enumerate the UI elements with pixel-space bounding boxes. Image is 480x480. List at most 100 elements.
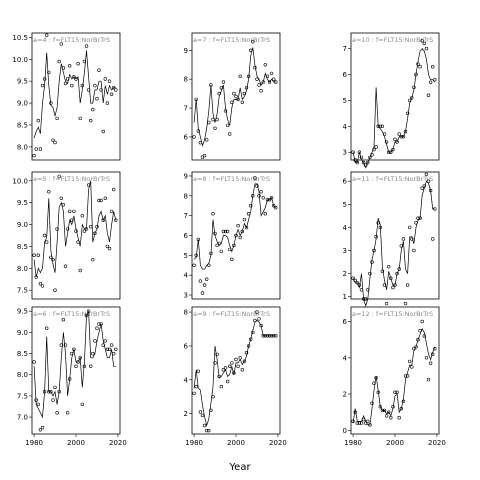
- panel-strip-label: a=7 : f=FLT15:NorBrTrS: [193, 36, 270, 44]
- data-point: [251, 39, 255, 44]
- data-point: [93, 339, 97, 343]
- y-tick-label: 6: [184, 232, 189, 240]
- data-point: [36, 402, 40, 407]
- data-point: [424, 46, 429, 51]
- y-tick-label: 10.0: [12, 56, 28, 64]
- data-point: [357, 283, 362, 287]
- data-point: [263, 212, 267, 216]
- y-tick-label: 5: [343, 97, 347, 105]
- data-point: [225, 379, 230, 384]
- data-point: [215, 243, 219, 248]
- data-point: [370, 260, 374, 264]
- data-point: [230, 100, 234, 105]
- data-point: [65, 227, 70, 231]
- data-point: [196, 369, 201, 373]
- data-point: [414, 72, 418, 77]
- data-point: [399, 406, 403, 411]
- data-point: [223, 366, 228, 370]
- data-point: [47, 390, 51, 394]
- data-point: [107, 246, 112, 251]
- data-point: [357, 421, 362, 425]
- data-point: [213, 361, 217, 365]
- data-point: [269, 334, 274, 338]
- data-point: [393, 283, 397, 287]
- data-point: [240, 368, 245, 372]
- data-point: [34, 398, 38, 402]
- data-point: [255, 184, 259, 188]
- data-point: [59, 196, 63, 201]
- data-point: [405, 374, 410, 378]
- data-point: [259, 88, 263, 93]
- data-point: [72, 209, 76, 214]
- data-point: [249, 337, 253, 341]
- panel-strip-label: a=10 : f=FLT15:NorBrTrS: [352, 36, 433, 44]
- y-tick-label: 6: [184, 133, 189, 141]
- data-point: [232, 91, 236, 96]
- data-point: [213, 126, 217, 131]
- y-tick-label: 6: [184, 342, 189, 350]
- data-point: [223, 229, 228, 234]
- data-point: [74, 229, 78, 233]
- data-point: [42, 390, 47, 394]
- data-point: [215, 117, 219, 122]
- data-point: [32, 360, 36, 364]
- data-point: [76, 360, 80, 364]
- data-point: [364, 421, 368, 425]
- data-point: [397, 267, 401, 271]
- data-point: [368, 271, 372, 276]
- data-point: [223, 109, 228, 113]
- data-point: [97, 68, 101, 72]
- data-point: [109, 92, 114, 97]
- y-tick-label: 3: [184, 292, 188, 300]
- data-point: [397, 132, 401, 136]
- data-point: [228, 247, 232, 252]
- data-point: [251, 194, 255, 198]
- data-point: [263, 334, 267, 338]
- data-point: [42, 77, 47, 81]
- data-point: [91, 107, 95, 112]
- data-point: [88, 225, 93, 229]
- data-point: [57, 390, 61, 394]
- data-point: [111, 351, 116, 356]
- data-point: [101, 343, 105, 347]
- data-point: [78, 116, 82, 121]
- y-tick-label: 4: [184, 376, 189, 384]
- y-tick-label: 6: [343, 178, 348, 186]
- data-point: [111, 187, 116, 192]
- data-point: [253, 65, 257, 70]
- data-point: [97, 322, 101, 326]
- data-point: [101, 218, 105, 222]
- y-tick-label: 8.0: [17, 143, 28, 151]
- data-point: [219, 249, 224, 254]
- y-tick-label: 9.5: [17, 199, 28, 207]
- data-point: [107, 347, 112, 351]
- data-point: [192, 263, 196, 267]
- data-point: [361, 297, 366, 301]
- data-point: [255, 310, 259, 314]
- data-point: [418, 216, 422, 220]
- data-point: [40, 425, 45, 430]
- data-point: [405, 283, 410, 287]
- y-tick-label: 8: [184, 192, 188, 200]
- y-tick-label: 8.5: [17, 243, 28, 251]
- y-tick-label: 2: [343, 270, 347, 278]
- data-point: [91, 257, 95, 262]
- data-point: [376, 124, 380, 129]
- data-point: [192, 135, 196, 139]
- data-point: [70, 218, 74, 222]
- data-point: [192, 391, 196, 396]
- data-point: [412, 248, 416, 253]
- data-point: [95, 225, 99, 229]
- data-point: [95, 326, 99, 330]
- panel-strip-label: a=5 : f=FLT15:NorBrTrS: [33, 175, 110, 183]
- data-point: [47, 70, 51, 75]
- data-point: [366, 288, 370, 292]
- data-point: [78, 356, 82, 360]
- data-point: [418, 64, 422, 69]
- fit-line: [193, 47, 276, 147]
- panel-frame: [31, 32, 121, 161]
- data-point: [236, 223, 240, 228]
- data-point: [410, 365, 414, 369]
- data-point: [53, 385, 57, 390]
